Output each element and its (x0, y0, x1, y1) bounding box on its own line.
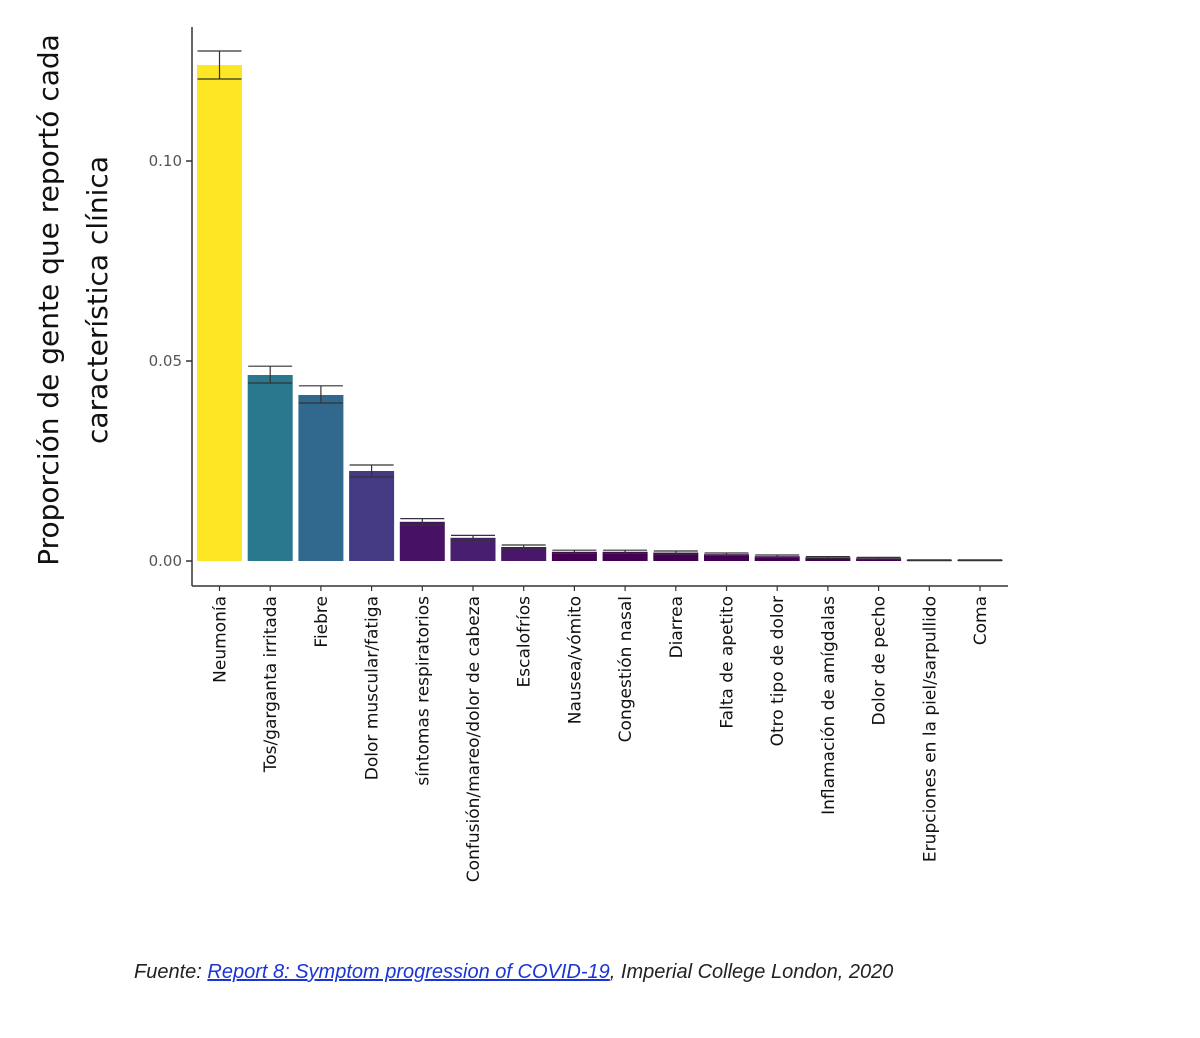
x-tick-label: Diarrea (667, 596, 687, 658)
bar (399, 521, 445, 561)
bars (197, 65, 1003, 561)
x-tick-label: Otro tipo de dolor (768, 596, 788, 746)
bar (754, 556, 800, 561)
bar (602, 551, 648, 561)
y-axis-title-line: Proporción de gente que reportó cada (32, 34, 65, 566)
x-tick-label: Fiebre (312, 596, 332, 648)
bar (197, 65, 242, 561)
x-tick-label: Inflamación de amígdalas (819, 596, 839, 815)
bar (653, 552, 699, 561)
x-tick-label: Tos/garganta irritada (261, 596, 281, 773)
source-suffix: , Imperial College London, 2020 (609, 961, 894, 983)
bar (247, 375, 293, 561)
bar (450, 537, 496, 561)
x-tick-label: Confusión/mareo/dolor de cabeza (464, 596, 484, 882)
bar (501, 547, 547, 561)
y-axis-title: Proporción de gente que reportó cada cara… (32, 34, 114, 566)
bar-chart: Proporción de gente que reportó cada cara… (32, 27, 1008, 882)
bar (349, 471, 395, 561)
x-tick-label: Escalofríos (515, 596, 535, 688)
y-tick-label: 0.10 (149, 152, 182, 170)
x-axis (192, 585, 1008, 591)
y-axis-title-line: característica clínica (81, 156, 114, 444)
x-tick-label: Falta de apetito (718, 596, 738, 729)
bar (805, 557, 851, 561)
x-tick-label: Nausea/vómito (565, 596, 585, 724)
x-tick-label: síntomas respiratorios (413, 596, 433, 786)
bar (704, 554, 749, 561)
x-tick-label: Dolor muscular/fatiga (363, 596, 383, 780)
bar (298, 395, 344, 561)
x-tick-label: Erupciones en la piel/sarpullido (920, 596, 940, 862)
error-bars (197, 50, 1002, 562)
y-tick-label: 0.00 (149, 552, 182, 570)
y-tick-label: 0.05 (149, 352, 182, 370)
x-tick-label: Coma (971, 596, 991, 645)
x-tick-label: Congestión nasal (616, 596, 636, 742)
source-caption: Fuente: Report 8: Symptom progression of… (134, 961, 1174, 984)
x-tick-label: Dolor de pecho (870, 596, 890, 725)
bar (551, 551, 597, 561)
source-link[interactable]: Report 8: Symptom progression of COVID-1… (207, 961, 610, 983)
source-prefix: Fuente: (134, 961, 208, 983)
x-tick-label: Neumonía (211, 596, 231, 683)
y-axis: 0.00 0.05 0.10 (149, 27, 193, 586)
x-tick-labels: Neumonía Tos/garganta irritada Fiebre Dolor… (211, 596, 992, 882)
